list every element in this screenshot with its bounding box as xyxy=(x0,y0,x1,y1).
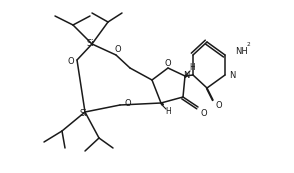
Text: N: N xyxy=(229,71,235,80)
Text: O: O xyxy=(201,108,207,117)
Text: O: O xyxy=(125,98,131,107)
Text: O: O xyxy=(68,57,74,66)
Text: N: N xyxy=(183,71,189,80)
Text: O: O xyxy=(165,58,171,67)
Text: O: O xyxy=(115,45,121,54)
Text: O: O xyxy=(216,102,222,111)
Text: H: H xyxy=(189,63,195,72)
Text: NH: NH xyxy=(235,47,248,56)
Text: H: H xyxy=(165,107,171,116)
Text: 2: 2 xyxy=(247,43,251,48)
Text: Si: Si xyxy=(86,39,94,48)
Text: Si: Si xyxy=(79,110,87,119)
